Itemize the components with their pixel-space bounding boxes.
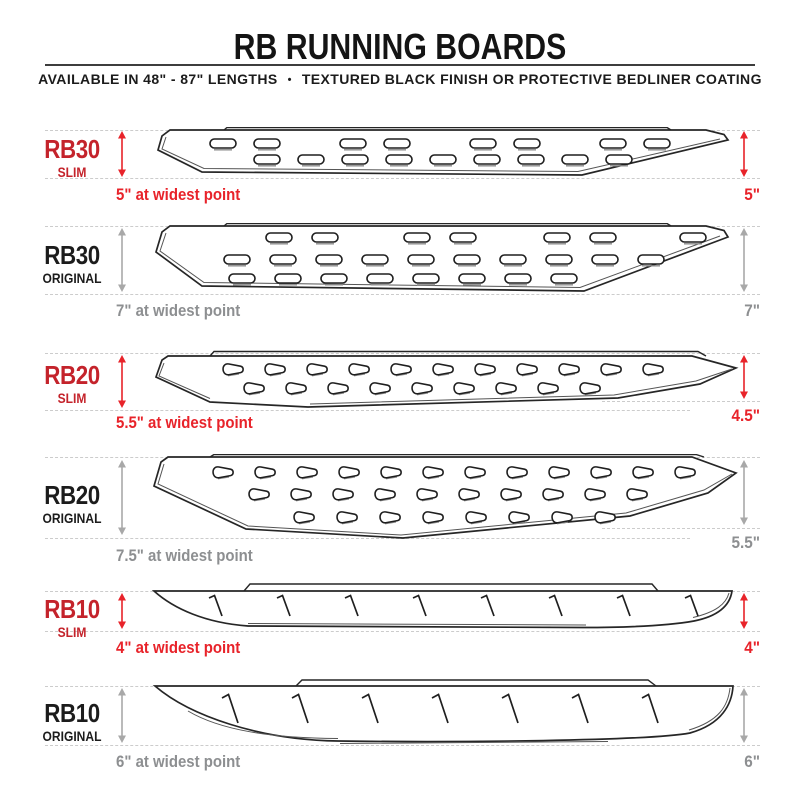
- label-rb20-slim: RB20 SLIM: [44, 360, 100, 406]
- widest-point-note: 7.5" at widest point: [116, 546, 253, 565]
- dashed-guide-line: [45, 410, 690, 411]
- rb10-original-board-drawing: [152, 679, 734, 744]
- widest-point-note: 4" at widest point: [116, 638, 241, 657]
- dashed-guide-line: [45, 745, 760, 746]
- measure-arrow-icon: [740, 228, 748, 292]
- width-value: 4": [744, 638, 760, 657]
- width-value: 5": [744, 185, 760, 204]
- width-value: 7": [744, 301, 760, 320]
- rb30-original-board-drawing: [155, 223, 730, 292]
- measure-arrow-icon: [118, 688, 126, 743]
- widest-point-note: 5" at widest point: [116, 185, 241, 204]
- dashed-guide-line: [602, 528, 760, 529]
- measure-arrow-icon: [740, 460, 748, 525]
- measure-arrow-icon: [740, 688, 748, 743]
- subtitle-finish: TEXTURED BLACK FINISH OR PROTECTIVE BEDL…: [301, 71, 762, 87]
- widest-point-note: 7" at widest point: [116, 301, 241, 320]
- label-rb20-original: RB20 ORIGINAL: [42, 480, 102, 526]
- dashed-guide-line: [45, 538, 690, 539]
- measure-arrow-icon: [118, 593, 126, 629]
- rb30-slim-board-drawing: [156, 127, 730, 176]
- dashed-guide-line: [45, 353, 760, 354]
- label-rb30-slim: RB30 SLIM: [44, 134, 100, 180]
- rb20-original-board-drawing: [152, 454, 738, 539]
- measure-arrow-icon: [118, 228, 126, 292]
- width-value: 4.5": [731, 406, 760, 425]
- measure-arrow-icon: [740, 131, 748, 177]
- bullet-separator-icon: •: [287, 74, 292, 86]
- label-rb10-slim: RB10 SLIM: [44, 594, 100, 640]
- measure-arrow-icon: [118, 460, 126, 535]
- measure-arrow-icon: [118, 131, 126, 177]
- measure-arrow-icon: [740, 355, 748, 399]
- width-value: 5.5": [731, 533, 760, 552]
- widest-point-note: 6" at widest point: [116, 752, 241, 771]
- dashed-guide-line: [45, 178, 760, 179]
- subtitle-lengths: AVAILABLE IN 48" - 87" LENGTHS: [38, 71, 278, 87]
- width-value: 6": [744, 752, 760, 771]
- label-rb30-original: RB30 ORIGINAL: [42, 240, 102, 286]
- widest-point-note: 5.5" at widest point: [116, 413, 253, 432]
- measure-arrow-icon: [118, 355, 126, 408]
- page-title: RB RUNNING BOARDS: [233, 26, 567, 67]
- dashed-guide-line: [45, 631, 760, 632]
- rb10-slim-board-drawing: [151, 583, 733, 629]
- rb20-slim-board-drawing: [154, 350, 739, 408]
- page-subtitle: AVAILABLE IN 48" - 87" LENGTHS • TEXTURED …: [0, 71, 800, 87]
- measure-arrow-icon: [740, 593, 748, 629]
- label-rb10-original: RB10 ORIGINAL: [42, 698, 102, 744]
- title-divider: [45, 64, 755, 66]
- dashed-guide-line: [602, 401, 760, 402]
- dashed-guide-line: [45, 294, 760, 295]
